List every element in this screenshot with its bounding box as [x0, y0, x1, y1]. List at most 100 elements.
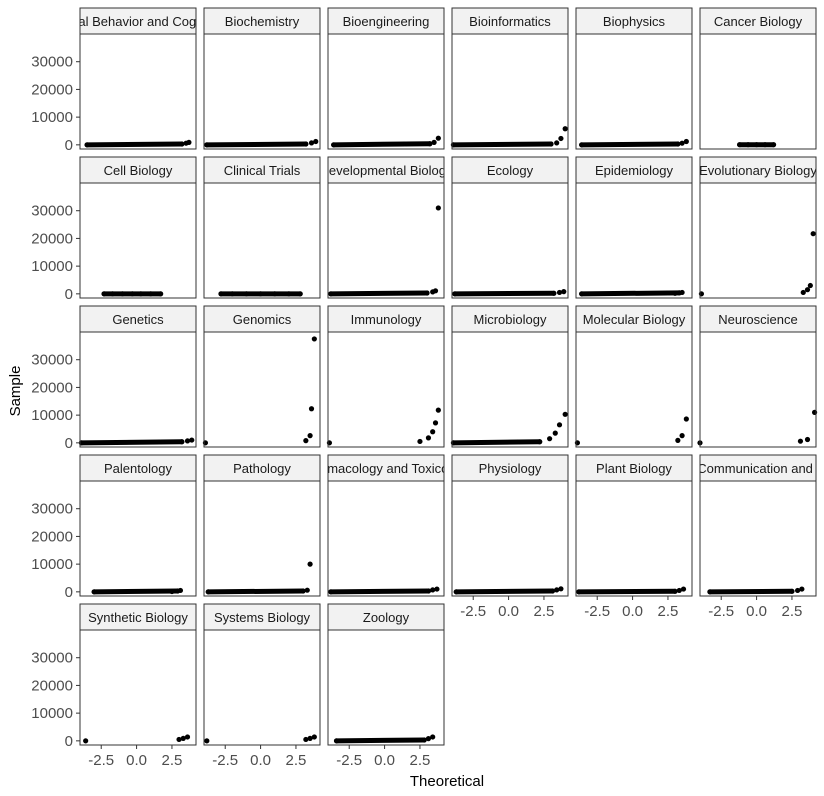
- qq-point: [425, 736, 432, 742]
- qq-point: [328, 291, 334, 297]
- qq-point: [683, 138, 689, 145]
- facet-panel: Genetics: [78, 305, 197, 448]
- qq-point: [243, 291, 250, 297]
- qq-point: [680, 586, 687, 592]
- qq-point: [129, 291, 135, 297]
- facet-strip: [700, 8, 816, 34]
- qq-point-band: [78, 439, 185, 446]
- panel-border: [79, 603, 197, 746]
- panel-border: [451, 156, 569, 299]
- qq-point: [109, 291, 116, 297]
- y-tick-label: 10000: [31, 109, 73, 126]
- qq-point: [548, 141, 554, 147]
- facet-strip-label: Palentology: [104, 461, 172, 476]
- qq-point: [453, 589, 459, 595]
- facet-strip: [576, 455, 692, 481]
- facet-strip: [204, 604, 320, 630]
- qq-point: [554, 587, 560, 593]
- facet-panel: Pathology: [203, 454, 321, 597]
- qq-point: [101, 291, 107, 297]
- facet-strip: [80, 157, 196, 183]
- qq-point: [180, 735, 186, 741]
- facet-strip: [452, 8, 568, 34]
- facet-strip-label: Systems Biology: [214, 610, 311, 625]
- qq-point: [679, 140, 685, 146]
- facet-strip: [700, 455, 816, 481]
- qq-point: [430, 429, 436, 435]
- panel-border: [79, 156, 197, 299]
- x-tick-label: 0.0: [622, 603, 643, 620]
- qq-point-band: [579, 141, 681, 148]
- qq-point: [679, 433, 685, 439]
- facet-strip-label: Pharmacology and Toxicology: [300, 461, 473, 476]
- qq-point: [707, 589, 713, 595]
- facet-strip: [204, 8, 320, 34]
- panel-border: [327, 7, 445, 150]
- x-axes: -2.5 0.0 2.5 -2.5 0.0 2.5 -2.5 0.0 2.5 -2.5 0.0 2.5…: [88, 596, 802, 769]
- facet-strip-label: Immunology: [351, 312, 422, 327]
- facet-strip-label: Biophysics: [603, 14, 666, 29]
- facet-panel: Physiology: [451, 454, 569, 597]
- facet-strip-label: Cancer Biology: [714, 14, 803, 29]
- qq-point: [83, 738, 89, 744]
- panel-border: [79, 305, 197, 448]
- y-tick-label: 10000: [31, 705, 73, 722]
- qq-point-band: [453, 588, 555, 595]
- facet-strip-label: Neuroscience: [718, 312, 798, 327]
- qq-point: [683, 416, 689, 422]
- facet-panel: Neuroscience: [697, 305, 818, 448]
- qq-point: [179, 141, 185, 147]
- facet-strip: [452, 306, 568, 332]
- qq-point: [810, 231, 816, 237]
- x-tick-label: 2.5: [534, 603, 555, 620]
- qq-point: [556, 289, 563, 296]
- x-tick-label: -2.5: [584, 603, 610, 620]
- facet-strip: [452, 157, 568, 183]
- facet-panel: Animal Behavior and Cognition: [79, 7, 197, 150]
- qq-point: [435, 407, 441, 413]
- facet-panel: Evolutionary Biology: [698, 156, 817, 299]
- qq-point: [308, 406, 315, 412]
- qq-point: [675, 141, 681, 147]
- y-tick-label: 20000: [31, 528, 73, 545]
- x-axis-title: Theoretical: [410, 773, 484, 790]
- facet-strip-label: Genomics: [233, 312, 292, 327]
- panel-border: [327, 156, 445, 299]
- facet-panel: Clinical Trials: [203, 156, 321, 299]
- panel-border: [699, 156, 817, 299]
- qq-point-band: [328, 290, 430, 297]
- panel-border: [575, 305, 693, 448]
- qq-point: [537, 439, 543, 445]
- panel-border: [327, 603, 445, 746]
- qq-point: [558, 586, 564, 592]
- panel-border: [575, 7, 693, 150]
- panel-border: [79, 454, 197, 597]
- qq-point: [804, 287, 811, 293]
- qq-point: [675, 437, 681, 443]
- qq-point: [547, 436, 553, 442]
- qq-point: [551, 290, 557, 296]
- qq-point: [158, 291, 164, 297]
- facet-strip: [576, 157, 692, 183]
- y-tick-label: 10000: [31, 407, 73, 424]
- y-tick-label: 20000: [31, 230, 73, 247]
- qq-point: [672, 290, 678, 296]
- qq-point: [311, 734, 317, 740]
- qq-point: [205, 589, 211, 595]
- qq-point: [753, 142, 760, 148]
- x-tick-label: -2.5: [212, 752, 238, 769]
- panel-border: [451, 7, 569, 150]
- qq-point: [576, 589, 582, 595]
- x-tick-label: 0.0: [374, 752, 395, 769]
- qq-point: [297, 291, 303, 297]
- qq-point: [257, 291, 264, 297]
- y-tick-label: 20000: [31, 379, 73, 396]
- qq-point: [300, 588, 306, 594]
- facet-strip-label: Biochemistry: [225, 14, 300, 29]
- qq-point: [331, 142, 337, 148]
- qq-point: [308, 140, 315, 146]
- qq-point: [427, 141, 433, 147]
- facet-strip-label: Pathology: [233, 461, 291, 476]
- facet-panel: Bioengineering: [327, 7, 445, 150]
- facet-panel: Biochemistry: [203, 7, 321, 150]
